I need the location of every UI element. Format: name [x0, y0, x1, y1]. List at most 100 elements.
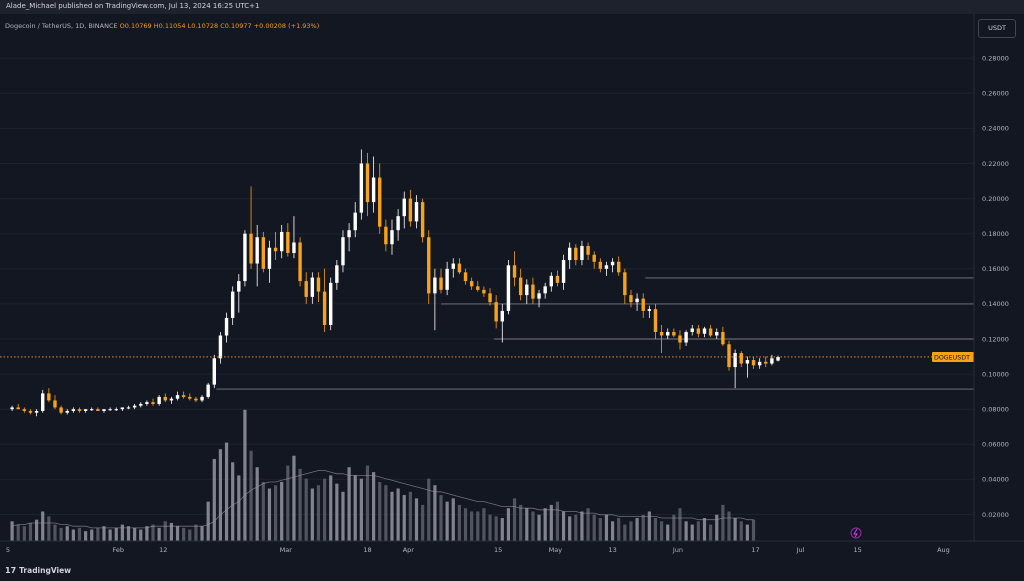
volume-bar	[90, 529, 94, 541]
candle-body	[764, 361, 768, 364]
volume-bar	[280, 481, 284, 541]
candle-body	[359, 163, 364, 213]
candle-body	[733, 353, 737, 368]
candle-body	[96, 409, 100, 411]
candle-body	[371, 177, 376, 203]
volume-bar	[580, 511, 584, 541]
candle-body	[488, 293, 492, 303]
symbol-info: Dogecoin / TetherUS, 1D, BINANCE O0.1076…	[5, 22, 319, 30]
candle-body	[476, 286, 480, 290]
volume-bar	[402, 495, 406, 541]
time-tick-label: Aug	[937, 546, 950, 554]
price-tick-label: 0.12000	[982, 335, 1009, 343]
volume-bar	[120, 524, 124, 541]
price-tick-label: 0.02000	[982, 511, 1009, 519]
volume-bar	[549, 504, 553, 541]
candle-body	[751, 360, 756, 366]
volume-bar	[329, 475, 333, 541]
volume-bar	[709, 524, 713, 541]
candle-body	[690, 328, 694, 332]
volume-bar	[414, 498, 419, 541]
volume-bar	[561, 511, 566, 541]
volume-bar	[463, 508, 468, 541]
volume-bar	[506, 508, 511, 541]
volume-bar	[672, 514, 676, 541]
volume-bar	[488, 514, 492, 541]
volume-bar	[653, 518, 658, 541]
volume-bar	[224, 442, 229, 541]
volume-bar	[494, 516, 498, 541]
candle-body	[316, 277, 321, 292]
volume-bar	[751, 519, 756, 541]
volume-bar	[715, 514, 719, 541]
volume-bar	[598, 518, 602, 541]
volume-bar	[666, 524, 670, 541]
candle-body	[114, 409, 118, 411]
candle-body	[71, 409, 76, 411]
candle-body	[206, 384, 210, 397]
volume-bar	[114, 527, 118, 541]
volume-bar	[555, 501, 560, 541]
candle-body	[586, 245, 590, 255]
volume-bar	[525, 508, 529, 541]
volume-bar	[53, 524, 57, 541]
candle-body	[702, 328, 707, 334]
time-tick-label: Jun	[672, 546, 683, 554]
candle-body	[120, 407, 125, 410]
candle-body	[610, 261, 615, 266]
candle-body	[623, 272, 627, 296]
brand-name: TradingView	[19, 566, 72, 575]
volume-bar	[745, 524, 749, 541]
volume-bar	[102, 526, 106, 541]
candle-body	[604, 265, 609, 269]
candle-body	[396, 216, 400, 231]
volume-bar	[335, 483, 339, 541]
volume-ma	[11, 470, 754, 529]
candle-body	[384, 226, 388, 245]
footer	[0, 567, 1024, 581]
candle-body	[194, 398, 198, 401]
candle-body	[647, 309, 652, 311]
candle-body	[555, 275, 560, 283]
volume-bar	[476, 511, 480, 541]
candle-body	[739, 353, 743, 364]
candle-body	[635, 298, 639, 303]
publisher-bar: Alade_Michael published on TradingView.c…	[0, 0, 1024, 14]
candle-body	[10, 407, 14, 410]
candle-body	[433, 277, 437, 294]
tradingview-logo[interactable]: 17 TradingView	[5, 566, 71, 575]
volume-bar	[482, 508, 486, 541]
candle-body	[181, 395, 186, 397]
candle-body	[267, 247, 272, 269]
volume-bar	[604, 514, 609, 541]
candle-body	[659, 331, 664, 336]
candle-body	[469, 281, 474, 287]
candle-body	[218, 335, 223, 359]
candle-body	[347, 230, 351, 238]
time-tick-label: Feb	[113, 546, 125, 554]
volume-bar	[10, 521, 14, 541]
volume-bar	[390, 491, 394, 541]
volume-bar	[96, 527, 100, 541]
time-tick-label: 15	[854, 546, 862, 554]
candle-body	[261, 237, 266, 269]
volume-bar	[255, 467, 259, 541]
volume-bar	[384, 485, 388, 541]
volume-bar	[568, 516, 572, 541]
volume-bar	[531, 511, 535, 541]
volume-bar	[427, 478, 431, 541]
candle-body	[304, 281, 308, 297]
candle-body	[506, 265, 511, 311]
price-tick-label: 0.10000	[982, 370, 1009, 378]
price-tick-label: 0.28000	[982, 55, 1009, 63]
candle-body	[41, 393, 45, 411]
currency-button[interactable]: USDT	[978, 19, 1016, 38]
candle-body	[653, 309, 658, 332]
symbol-name: Dogecoin / TetherUS, 1D, BINANCE	[5, 22, 118, 30]
volume-bar	[34, 519, 39, 541]
symbol-tag: DOGEUSDT	[934, 354, 970, 361]
volume-bars	[10, 409, 756, 541]
candle-body	[34, 410, 39, 413]
